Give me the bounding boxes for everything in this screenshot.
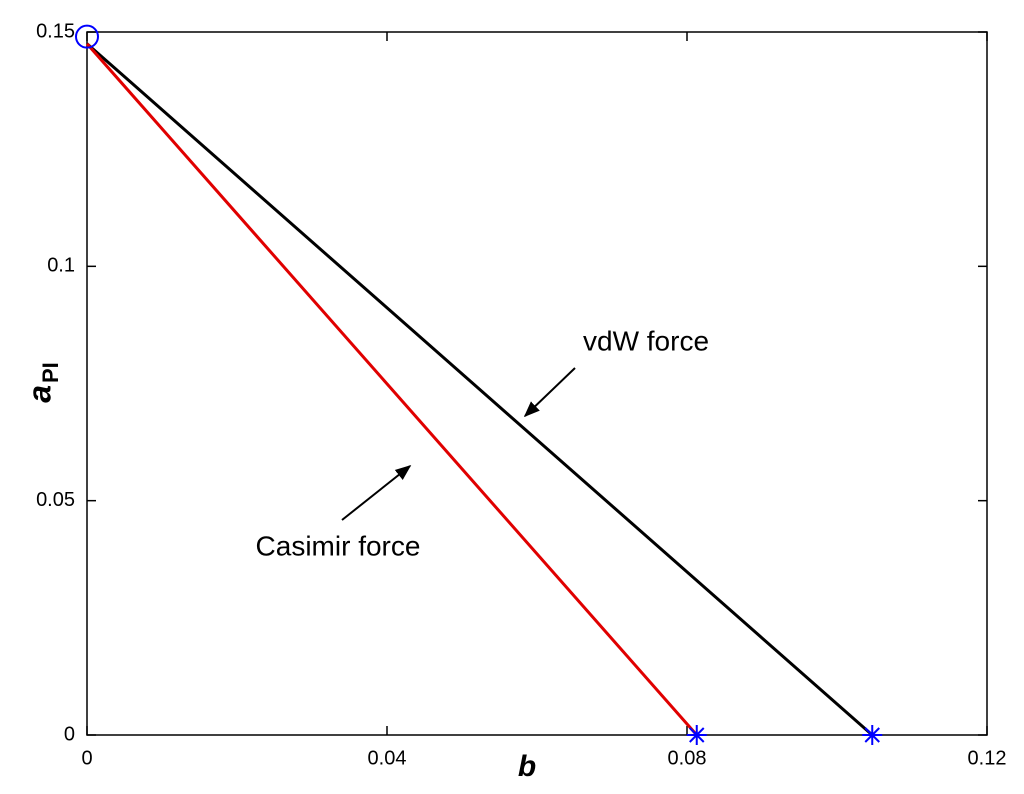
y-axis-label-sub: PI (38, 362, 63, 383)
y-axis-label: a (21, 385, 57, 403)
x-tick-label: 0.04 (368, 747, 407, 769)
x-tick-label: 0.12 (968, 747, 1007, 769)
y-axis-label-group: a PI (21, 362, 62, 403)
marker (862, 725, 883, 745)
x-tick-label: 0 (81, 747, 92, 769)
arrow (523, 367, 576, 418)
line (86, 42, 874, 737)
annotation: Casimir force (256, 530, 421, 561)
y-tick-label: 0.15 (36, 20, 75, 42)
y-tick-label: 0 (64, 723, 75, 745)
y-tick-label: 0.1 (47, 255, 75, 277)
marker (75, 24, 99, 49)
arrow (341, 465, 412, 521)
x-tick-label: 0.08 (668, 747, 707, 769)
plot-frame (86, 31, 988, 736)
y-tick-label: 0.05 (36, 489, 75, 511)
annotation: vdW force (583, 325, 709, 356)
marker (686, 725, 707, 745)
x-axis-label: b (518, 750, 536, 783)
line (85, 42, 698, 736)
